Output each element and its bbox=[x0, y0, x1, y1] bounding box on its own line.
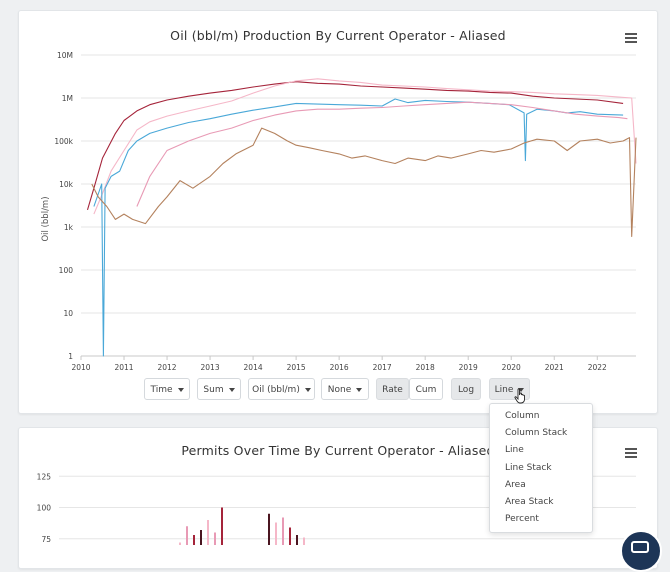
permit-bar bbox=[200, 530, 202, 545]
series-line-3 bbox=[93, 98, 624, 357]
y-tick-label: 1 bbox=[68, 352, 73, 361]
y-tick-label: 10k bbox=[59, 180, 74, 189]
menu-item-area[interactable]: Area bbox=[505, 479, 526, 490]
y-tick-label: 100 bbox=[37, 504, 52, 513]
series-line-2 bbox=[93, 78, 637, 215]
hand-pointer-icon bbox=[514, 388, 525, 404]
x-tick-label: 2019 bbox=[459, 363, 478, 371]
permit-bar bbox=[207, 520, 209, 545]
group-dropdown[interactable]: None bbox=[321, 378, 369, 400]
y-tick-label: 100k bbox=[54, 137, 73, 146]
y-axis-label: Oil (bbl/m) bbox=[41, 196, 51, 241]
menu-item-column[interactable]: Column bbox=[505, 411, 540, 421]
oil-production-chart-card: Oil (bbl/m) Production By Current Operat… bbox=[18, 10, 658, 414]
chat-icon[interactable] bbox=[620, 530, 662, 572]
cum-toggle[interactable]: Cum bbox=[409, 378, 443, 400]
metric-dropdown-label: Oil (bbl/m) bbox=[252, 385, 300, 395]
chart-type-dropdown-label: Line bbox=[494, 385, 514, 395]
permit-bar bbox=[214, 532, 216, 545]
permit-bar bbox=[303, 537, 305, 545]
permit-bar bbox=[289, 527, 291, 545]
time-dropdown-label: Time bbox=[150, 385, 173, 395]
y-tick-label: 1k bbox=[64, 223, 74, 232]
y-tick-label: 125 bbox=[37, 472, 52, 481]
x-tick-label: 2017 bbox=[373, 363, 392, 371]
metric-dropdown[interactable]: Oil (bbl/m) bbox=[248, 378, 315, 400]
chart-title: Permits Over Time By Current Operator - … bbox=[181, 443, 495, 458]
y-tick-label: 10M bbox=[57, 51, 73, 60]
log-toggle[interactable]: Log bbox=[451, 378, 481, 400]
chart-menu-icon[interactable] bbox=[625, 33, 637, 43]
x-tick-label: 2020 bbox=[502, 363, 521, 371]
menu-item-area-stack[interactable]: Area Stack bbox=[505, 496, 554, 507]
permit-bar bbox=[221, 507, 223, 545]
menu-item-percent[interactable]: Percent bbox=[505, 514, 539, 525]
caret-down-icon bbox=[518, 387, 525, 392]
log-toggle-label: Log bbox=[457, 385, 475, 395]
chart-controls: Time Sum Oil (bbl/m) None Rate Cum Log L… bbox=[19, 378, 657, 402]
x-tick-label: 2016 bbox=[330, 363, 349, 371]
x-tick-label: 2010 bbox=[71, 363, 90, 371]
aggregate-dropdown-label: Sum bbox=[203, 385, 224, 395]
permit-bar bbox=[282, 517, 284, 545]
permit-bar bbox=[268, 513, 270, 545]
chart-title: Oil (bbl/m) Production By Current Operat… bbox=[170, 28, 506, 43]
x-tick-label: 2012 bbox=[157, 363, 176, 371]
series-line-5 bbox=[91, 127, 637, 238]
y-tick-label: 75 bbox=[41, 535, 51, 544]
aggregate-dropdown[interactable]: Sum bbox=[197, 378, 241, 400]
y-tick-label: 1M bbox=[62, 94, 73, 103]
rate-toggle-label: Rate bbox=[382, 385, 403, 395]
group-dropdown-label: None bbox=[327, 385, 352, 395]
permit-bar bbox=[296, 535, 298, 545]
caret-down-icon bbox=[356, 387, 363, 392]
permit-bar bbox=[193, 535, 195, 545]
permit-bar bbox=[275, 522, 277, 545]
menu-item-line-stack[interactable]: Line Stack bbox=[505, 462, 552, 473]
x-tick-label: 2022 bbox=[588, 363, 607, 371]
x-tick-label: 2021 bbox=[545, 363, 564, 371]
chart-menu-icon[interactable] bbox=[625, 448, 637, 458]
time-dropdown[interactable]: Time bbox=[144, 378, 190, 400]
chart-type-menu: Column Column Stack Line Line Stack Area… bbox=[489, 403, 593, 533]
x-tick-label: 2018 bbox=[416, 363, 435, 371]
caret-down-icon bbox=[177, 387, 184, 392]
rate-toggle[interactable]: Rate bbox=[376, 378, 409, 400]
caret-down-icon bbox=[228, 387, 235, 392]
series-line-1 bbox=[86, 81, 624, 211]
menu-item-column-stack[interactable]: Column Stack bbox=[505, 428, 568, 439]
caret-down-icon bbox=[304, 387, 311, 392]
x-tick-label: 2015 bbox=[287, 363, 306, 371]
x-tick-label: 2011 bbox=[114, 363, 133, 371]
oil-line-chart: 1 10 100 1k 10k 100k 1M 10M 2010 2011 2012 2013 201… bbox=[41, 51, 637, 371]
x-tick-label: 2013 bbox=[201, 363, 220, 371]
cum-toggle-label: Cum bbox=[415, 385, 437, 395]
permit-bar bbox=[186, 526, 188, 545]
menu-item-line[interactable]: Line bbox=[505, 445, 524, 456]
x-tick-label: 2014 bbox=[244, 363, 263, 371]
y-tick-label: 10 bbox=[63, 309, 73, 318]
series-line-4 bbox=[136, 101, 628, 207]
y-tick-label: 100 bbox=[59, 266, 74, 275]
